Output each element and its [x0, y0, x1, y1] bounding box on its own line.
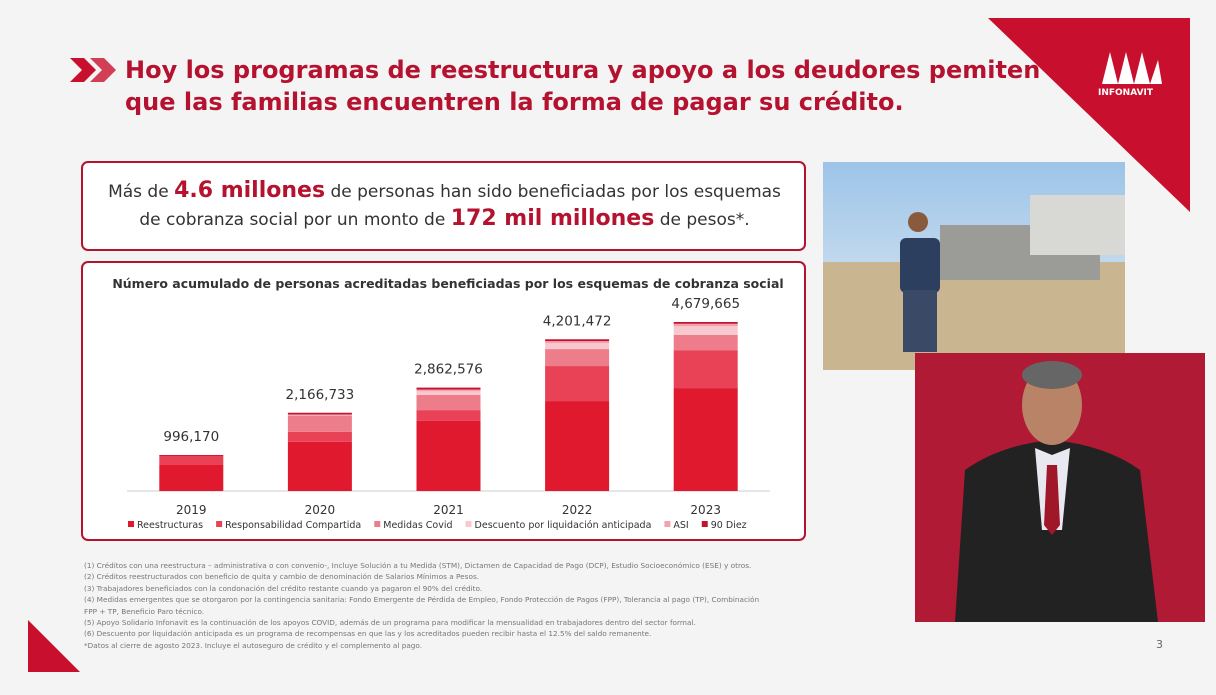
text: de pesos*.: [659, 210, 750, 230]
bar-segment: [545, 366, 610, 402]
bar-segment: [416, 410, 481, 421]
bar-segment: [545, 339, 610, 342]
legend-label: Reestructuras: [137, 520, 203, 531]
footnote: (5) Apoyo Solidario Infonavit es la cont…: [84, 618, 696, 627]
title: Hoy los programas de reestructura y apoy…: [125, 56, 1041, 84]
bar-segment: [545, 349, 610, 367]
bar-segment: [673, 323, 738, 327]
page-number: 3: [1156, 638, 1163, 651]
bar-segment: [287, 414, 352, 416]
bar-segment: [416, 389, 481, 392]
legend-swatch: [701, 521, 708, 527]
bar-segment: [673, 322, 738, 324]
value-label: 2,166,733: [286, 387, 355, 403]
bar-segment: [159, 455, 224, 465]
bar-segment: [416, 387, 481, 390]
bar-segment: [416, 420, 481, 491]
legend-swatch: [216, 521, 223, 527]
legend-label: ASI: [673, 520, 688, 531]
x-tick-label: 2022: [562, 503, 593, 517]
x-tick-label: 2019: [176, 503, 207, 517]
footnote: (2) Créditos reestructurados con benefic…: [84, 572, 480, 582]
bar-segment: [545, 341, 610, 344]
bar-segment: [673, 350, 738, 389]
legend-swatch: [465, 521, 472, 527]
legend-label: 90 Diez: [711, 520, 747, 531]
highlight-box: [81, 161, 806, 251]
highlight-text: de cobranza social por un monto de 172 m…: [84, 206, 805, 231]
bar-segment: [287, 441, 352, 491]
text: de cobranza social por un monto de: [139, 210, 446, 230]
legend-label: Responsabilidad Compartida: [225, 520, 361, 531]
bar-segment: [287, 415, 352, 432]
footnote: (1) Créditos con una reestructura – admi…: [84, 561, 752, 570]
legend-label: Medidas Covid: [383, 520, 452, 531]
bar-segment: [416, 391, 481, 395]
bar-segment: [159, 464, 224, 491]
emphasis: 172 mil millones: [450, 206, 655, 231]
highlight-text: Más de 4.6 millones de personas han sido…: [84, 178, 805, 203]
value-label: 4,201,472: [543, 313, 612, 329]
bar-segment: [545, 343, 610, 350]
bar-segment: [416, 394, 481, 411]
chart-title: Número acumulado de personas acreditadas…: [112, 276, 783, 291]
logo-mark: [1102, 52, 1162, 84]
legend-label: Descuento por liquidación anticipada: [475, 520, 652, 531]
bar-segment: [673, 334, 738, 351]
bar-segment: [673, 388, 738, 491]
text: Más de: [108, 182, 169, 202]
footnote: (6) Descuento por liquidación anticipada…: [84, 629, 652, 639]
arrow-icon: [70, 58, 116, 82]
bar-segment: [287, 412, 352, 415]
legend-swatch: [128, 521, 134, 527]
footnote: FPP + TP, Beneficio Paro técnico.: [84, 606, 205, 616]
emphasis: 4.6 millones: [174, 178, 326, 203]
x-tick-label: 2021: [433, 503, 464, 517]
footnote: *Datos al cierre de agosto 2023. Incluye…: [84, 640, 423, 650]
footnote: (3) Trabajadores beneficiados con la con…: [84, 583, 483, 593]
video-inset: [915, 353, 1205, 622]
corner-triangle-small: [28, 620, 80, 672]
x-tick-label: 2023: [690, 503, 721, 517]
bar-segment: [159, 455, 224, 456]
value-label: 996,170: [163, 429, 219, 445]
value-label: 2,862,576: [414, 362, 483, 378]
footnote: (4) Medidas emergentes que se otorgaron …: [84, 595, 760, 605]
title: que las familias encuentren la forma de …: [125, 88, 904, 116]
legend-swatch: [664, 521, 671, 527]
x-tick-label: 2020: [305, 503, 336, 517]
logo-text: INFONAVIT: [1098, 88, 1154, 98]
legend-swatch: [374, 521, 381, 527]
text: de personas han sido beneficiadas por lo…: [330, 182, 781, 202]
bar-segment: [673, 326, 738, 335]
bar-segment: [545, 401, 610, 491]
bar-segment: [287, 431, 352, 442]
photo: [823, 162, 1125, 370]
value-label: 4,679,665: [671, 296, 740, 312]
